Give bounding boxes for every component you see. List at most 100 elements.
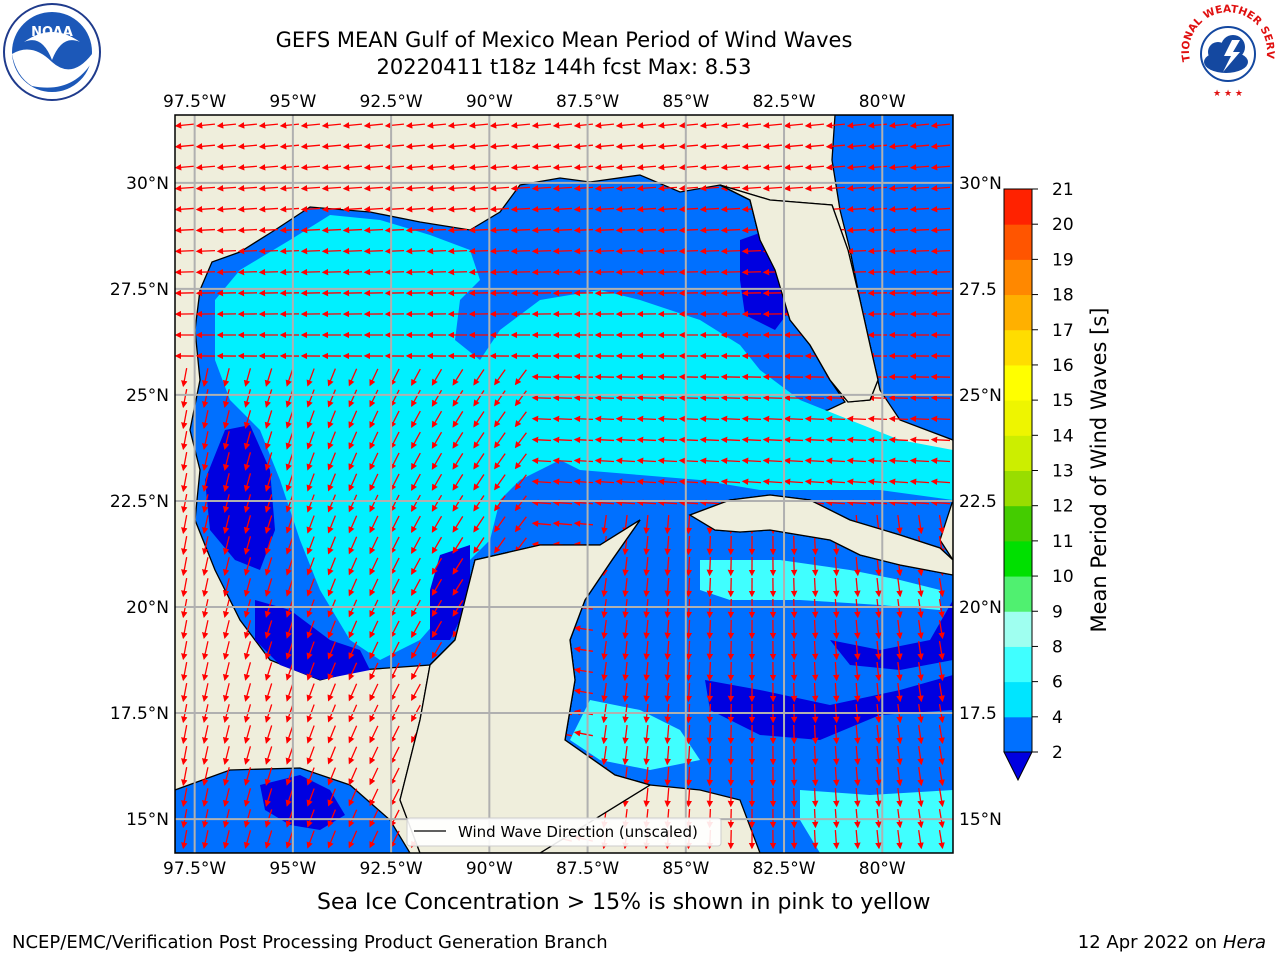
wind-arrow (390, 662, 400, 681)
wind-arrow (573, 122, 594, 129)
wind-arrow (706, 556, 714, 577)
wind-arrow (854, 619, 861, 640)
wind-arrow (854, 661, 861, 682)
wind-arrow (552, 394, 573, 402)
wind-arrow (678, 143, 699, 150)
colorbar-tick-label: 16 (1052, 356, 1074, 376)
wind-arrow (615, 457, 636, 465)
wind-arrow (888, 499, 909, 506)
wind-arrow (306, 662, 315, 681)
wind-arrow (447, 185, 468, 192)
wind-arrow (300, 268, 321, 276)
wind-arrow (390, 578, 400, 597)
wind-arrow (678, 394, 699, 402)
colorbar-tick-label: 10 (1052, 567, 1074, 587)
wind-arrow (762, 143, 783, 150)
wind-arrow (741, 268, 762, 276)
wind-arrow (363, 226, 384, 234)
wind-arrow (896, 787, 903, 808)
wind-arrow (202, 389, 209, 409)
wind-arrow (783, 478, 804, 485)
wind-arrow (243, 578, 252, 597)
wind-arrow (306, 515, 315, 534)
wind-arrow (243, 410, 252, 429)
wind-arrow (930, 205, 951, 213)
wind-arrow (594, 226, 615, 234)
wind-arrow (411, 683, 421, 702)
wind-arrow (342, 164, 363, 171)
wind-arrow (741, 122, 762, 129)
wind-arrow (237, 185, 258, 192)
wind-arrow (888, 247, 909, 255)
wind-arrow (405, 268, 426, 276)
wind-arrow (790, 619, 798, 640)
wind-arrow (699, 205, 720, 213)
wind-arrow (783, 394, 804, 402)
wind-arrow (181, 788, 188, 808)
wind-arrow (909, 268, 930, 276)
wind-arrow (390, 452, 400, 471)
wind-arrow (804, 457, 825, 465)
wind-arrow (833, 787, 840, 808)
wind-arrow (720, 415, 741, 423)
wind-arrow (447, 226, 468, 234)
wind-arrow (846, 415, 867, 423)
wind-arrow (846, 499, 867, 506)
wind-arrow (279, 143, 300, 150)
colorbar-segment (1004, 611, 1032, 647)
lon-tick-top-label: 92.5°W (360, 92, 423, 112)
colorbar-tick-label: 14 (1052, 426, 1074, 446)
svg-text:★ ★ ★: ★ ★ ★ (1213, 89, 1243, 99)
wind-arrow (243, 557, 252, 576)
wind-arrow (888, 164, 909, 171)
wind-arrow (426, 143, 447, 150)
wind-arrow (306, 620, 315, 639)
wind-arrow (279, 205, 300, 213)
wind-arrow (790, 640, 798, 661)
wind-arrow (348, 473, 358, 492)
footer-credit: NCEP/EMC/Verification Post Processing Pr… (12, 932, 608, 953)
wind-arrow (405, 122, 426, 129)
wind-arrow (657, 143, 678, 150)
wind-arrow (306, 557, 315, 576)
wind-arrow (411, 494, 421, 513)
colorbar-tick-label: 9 (1052, 602, 1063, 622)
wind-arrow (243, 830, 252, 849)
wind-arrow (426, 268, 447, 276)
wind-arrow (489, 205, 510, 213)
wind-arrow (411, 662, 421, 681)
wind-arrow (348, 830, 358, 849)
wind-arrow (657, 122, 678, 129)
wind-arrow (405, 164, 426, 171)
wind-arrow (531, 122, 552, 129)
wind-arrow (202, 578, 209, 598)
wind-arrow (811, 619, 819, 640)
wind-arrow (811, 745, 819, 766)
wind-arrow (258, 247, 279, 255)
wind-arrow (875, 577, 882, 598)
wind-arrow (917, 809, 924, 829)
wind-arrow (426, 122, 447, 129)
wind-arrow (369, 767, 379, 786)
colorbar-tick-label: 21 (1052, 180, 1074, 200)
wind-arrow (473, 516, 485, 533)
wind-arrow (706, 577, 714, 598)
lat-tick-left-label: 27.5°N (110, 280, 169, 300)
wind-arrow (636, 226, 657, 234)
colorbar-tick-label: 4 (1052, 708, 1063, 728)
wind-arrow (348, 410, 358, 429)
wind-arrow (243, 431, 252, 450)
wind-arrow (411, 410, 421, 429)
wind-arrow (930, 185, 951, 192)
wind-arrow (514, 453, 527, 470)
wind-arrow (685, 787, 693, 808)
wind-arrow (867, 415, 888, 423)
wind-arrow (636, 122, 657, 129)
wind-arrow (202, 620, 209, 640)
wind-arrow (909, 478, 930, 485)
wind-arrow (222, 494, 230, 513)
period-under-2-east (830, 600, 953, 670)
wind-arrow (216, 247, 237, 255)
wind-arrow (473, 495, 485, 512)
wind-arrow (348, 536, 358, 555)
